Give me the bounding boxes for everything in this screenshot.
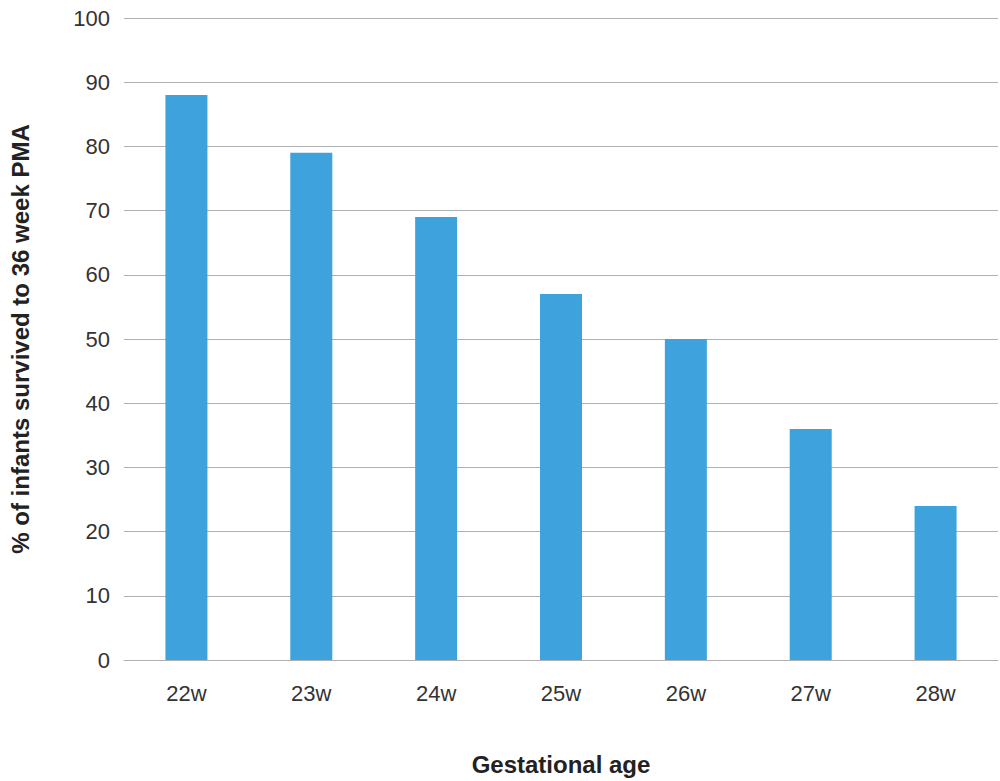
svg-text:40: 40: [86, 391, 110, 416]
svg-text:60: 60: [86, 262, 110, 287]
svg-text:27w: 27w: [791, 681, 831, 706]
svg-text:22w: 22w: [166, 681, 206, 706]
svg-text:90: 90: [86, 70, 110, 95]
svg-text:% of infants survived to 36 we: % of infants survived to 36 week PMA: [7, 124, 34, 553]
svg-text:20: 20: [86, 519, 110, 544]
svg-text:23w: 23w: [291, 681, 331, 706]
svg-text:50: 50: [86, 327, 110, 352]
svg-text:25w: 25w: [541, 681, 581, 706]
svg-text:Gestational age: Gestational age: [472, 751, 651, 778]
svg-text:30: 30: [86, 455, 110, 480]
svg-text:24w: 24w: [416, 681, 456, 706]
svg-text:0: 0: [98, 648, 110, 673]
svg-text:70: 70: [86, 198, 110, 223]
svg-text:28w: 28w: [915, 681, 955, 706]
svg-text:100: 100: [73, 6, 110, 31]
svg-text:10: 10: [86, 583, 110, 608]
svg-text:80: 80: [86, 134, 110, 159]
svg-text:26w: 26w: [666, 681, 706, 706]
